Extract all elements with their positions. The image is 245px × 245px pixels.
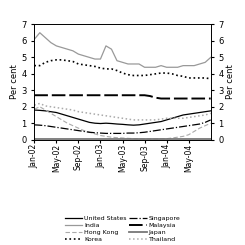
Y-axis label: Per cent: Per cent xyxy=(226,65,235,99)
Legend: United States, India, Hong Kong, Korea, Singapore, Malaysia, Japan, Thailand: United States, India, Hong Kong, Korea, … xyxy=(65,216,180,242)
Y-axis label: Per cent: Per cent xyxy=(10,65,19,99)
